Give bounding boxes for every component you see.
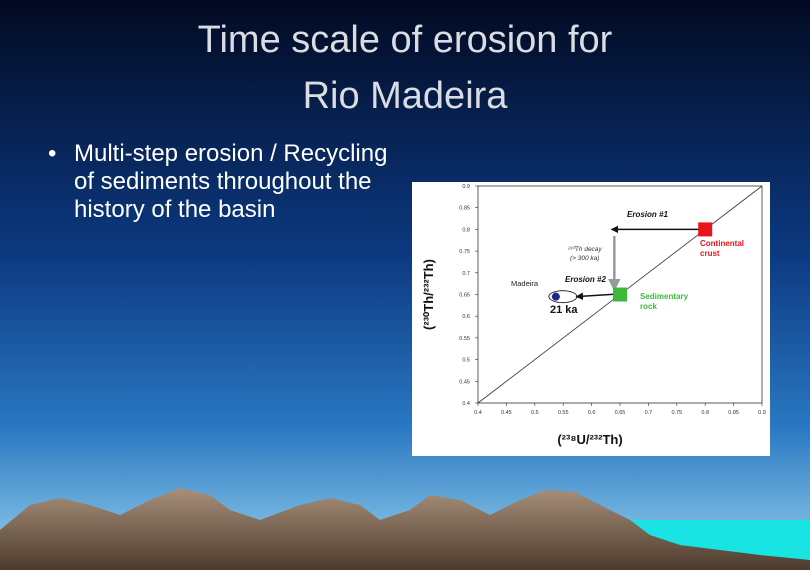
annotation: Erosion #2 (565, 275, 606, 284)
x-tick-label: 0.65 (615, 410, 626, 416)
x-tick-label: 0.8 (701, 410, 709, 416)
x-tick-label: 0.5 (531, 410, 539, 416)
y-tick-label: 0.6 (462, 314, 470, 320)
title-line: Rio Madeira (302, 75, 508, 117)
annotation: 21 ka (550, 304, 578, 316)
chart: 0.4 0.45 0.5 0.55 0.6 0.65 0.7 0.75 0.8 0.85 0.9 0.… (412, 182, 770, 456)
y-axis-label: (²³⁰Th/²³²Th) (421, 259, 436, 330)
series-label: Sedimentary rock (640, 292, 689, 311)
x-tick-label: 0.4 (474, 410, 482, 416)
point (551, 292, 560, 301)
x-tick-label: 0.45 (501, 410, 512, 416)
x-tick-label: 0.9 (758, 410, 766, 416)
y-tick-label: 0.55 (459, 336, 470, 342)
y-tick-label: 0.8 (462, 227, 470, 233)
annotation: Erosion #1 (627, 210, 668, 219)
y-tick-label: 0.65 (459, 293, 470, 299)
y-tick-label: 0.4 (462, 401, 470, 407)
y-tick-label: 0.7 (462, 271, 470, 277)
title-line: Time scale of erosion for (197, 19, 613, 61)
y-tick-label: 0.5 (462, 358, 470, 364)
y-tick-label: 0.45 (459, 379, 470, 385)
bullet: Multi-step erosion / Recycling of sedime… (48, 140, 404, 224)
point (613, 287, 627, 302)
x-tick-label: 0.6 (588, 410, 596, 416)
annotation: ²³⁰Th decay (568, 246, 602, 253)
point (698, 222, 713, 237)
annotation: (> 300 ka) (570, 255, 600, 262)
y-tick-label: 0.9 (462, 184, 470, 190)
x-tick-label: 0.75 (671, 410, 682, 416)
y-tick-label: 0.75 (459, 249, 470, 255)
x-tick-label: 0.85 (728, 410, 739, 416)
y-tick-label: 0.85 (459, 206, 470, 212)
point-outline (548, 290, 578, 304)
x-axis-label: (²³⁸U/²³²Th) (557, 432, 622, 447)
x-tick-label: 0.7 (645, 410, 653, 416)
series-label: Continental crust (700, 239, 744, 258)
erosion-2-arrow (575, 292, 617, 300)
x-tick-label: 0.55 (558, 410, 569, 416)
series-label: Madeira (511, 279, 539, 288)
